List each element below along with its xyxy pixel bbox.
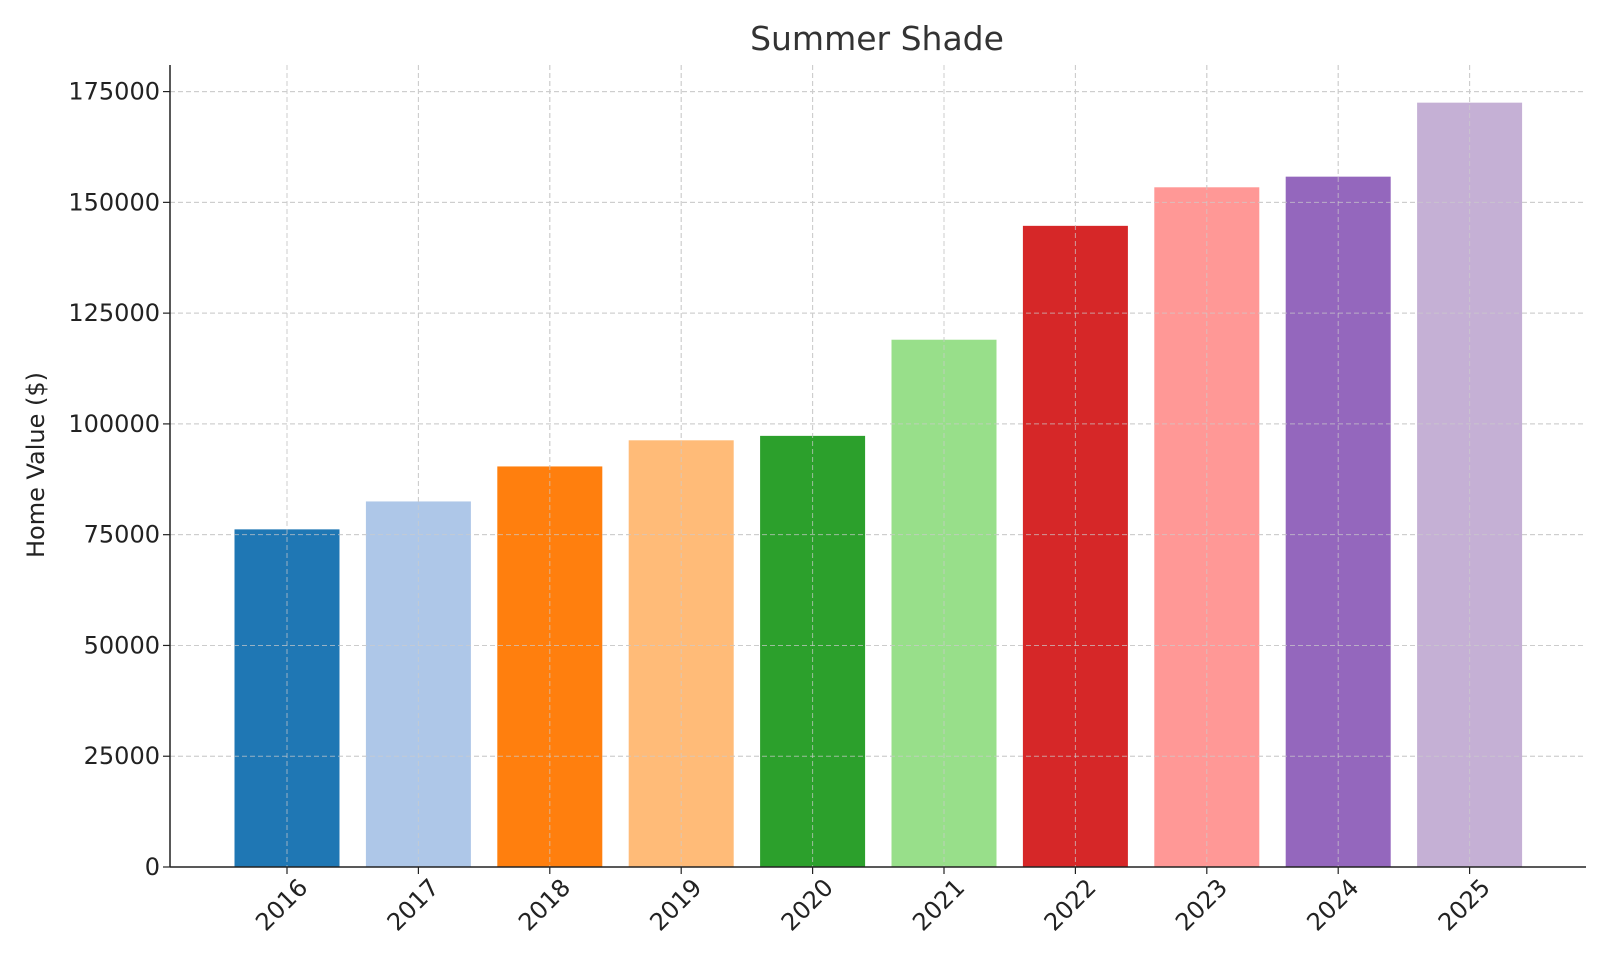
y-ticks: 0 25000 50000 75000 100000 125000 150000 175000: [68, 78, 170, 881]
bars: [170, 65, 1586, 868]
y-axis-label: Home Value ($): [22, 372, 50, 558]
x-tick-label: 2025: [1433, 873, 1496, 936]
axes: [169, 65, 1586, 868]
chart-title: Summer Shade: [750, 19, 1004, 58]
y-tick-label: 75000: [84, 521, 160, 549]
y-tick-label: 0: [145, 853, 160, 881]
x-tick-label: 2022: [1039, 873, 1102, 936]
x-ticks: 2016 2017 2018 2019 2020 2021 2022 2023 2024 2025: [250, 867, 1496, 936]
x-tick-label: 2018: [513, 873, 576, 936]
x-tick-label: 2023: [1170, 873, 1233, 936]
y-tick-label: 25000: [84, 742, 160, 770]
x-tick-label: 2017: [382, 873, 445, 936]
y-tick-label: 125000: [68, 299, 160, 327]
x-tick-label: 2024: [1301, 873, 1364, 936]
y-tick-label: 150000: [68, 188, 160, 216]
y-tick-label: 175000: [68, 78, 160, 106]
y-tick-label: 50000: [84, 631, 160, 659]
x-tick-label: 2020: [776, 873, 839, 936]
x-tick-label: 2016: [250, 873, 313, 936]
y-tick-label: 100000: [68, 410, 160, 438]
x-tick-label: 2019: [644, 873, 707, 936]
x-tick-label: 2021: [907, 873, 970, 936]
